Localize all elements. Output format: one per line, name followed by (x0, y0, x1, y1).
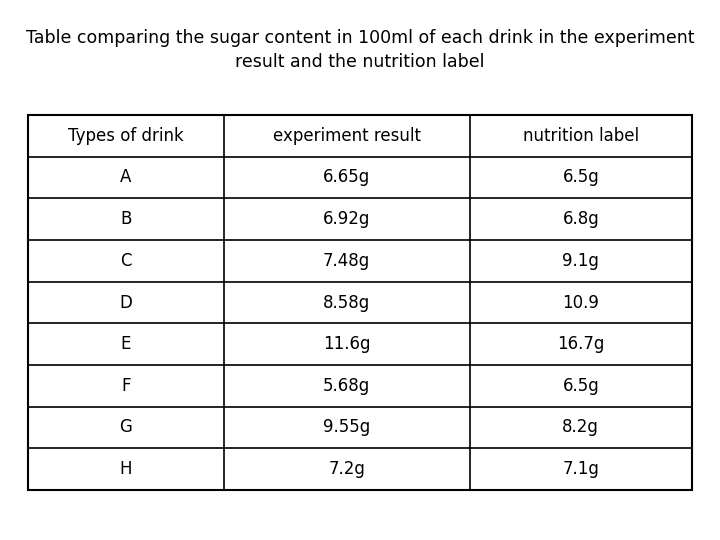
Text: 8.2g: 8.2g (562, 418, 599, 436)
Bar (28, 115, 692, 490)
Text: A: A (120, 168, 132, 186)
Text: Types of drink: Types of drink (68, 127, 184, 145)
Text: experiment result: experiment result (273, 127, 420, 145)
Text: 16.7g: 16.7g (557, 335, 605, 353)
Text: G: G (120, 418, 132, 436)
Text: 5.68g: 5.68g (323, 377, 370, 395)
Text: 11.6g: 11.6g (323, 335, 371, 353)
Text: 8.58g: 8.58g (323, 294, 370, 312)
Text: result and the nutrition label: result and the nutrition label (235, 53, 485, 71)
Text: 9.55g: 9.55g (323, 418, 370, 436)
Text: Table comparing the sugar content in 100ml of each drink in the experiment: Table comparing the sugar content in 100… (26, 29, 694, 47)
Text: 6.65g: 6.65g (323, 168, 370, 186)
Text: 6.8g: 6.8g (562, 210, 599, 228)
Text: 6.5g: 6.5g (562, 168, 599, 186)
Text: 6.92g: 6.92g (323, 210, 370, 228)
Text: H: H (120, 460, 132, 478)
Text: B: B (120, 210, 132, 228)
Text: 7.1g: 7.1g (562, 460, 599, 478)
Text: D: D (120, 294, 132, 312)
Text: E: E (121, 335, 131, 353)
Text: 10.9: 10.9 (562, 294, 599, 312)
Text: 7.48g: 7.48g (323, 252, 370, 270)
Text: 9.1g: 9.1g (562, 252, 599, 270)
Text: 6.5g: 6.5g (562, 377, 599, 395)
Text: F: F (121, 377, 131, 395)
Text: C: C (120, 252, 132, 270)
Text: nutrition label: nutrition label (523, 127, 639, 145)
Text: 7.2g: 7.2g (328, 460, 365, 478)
